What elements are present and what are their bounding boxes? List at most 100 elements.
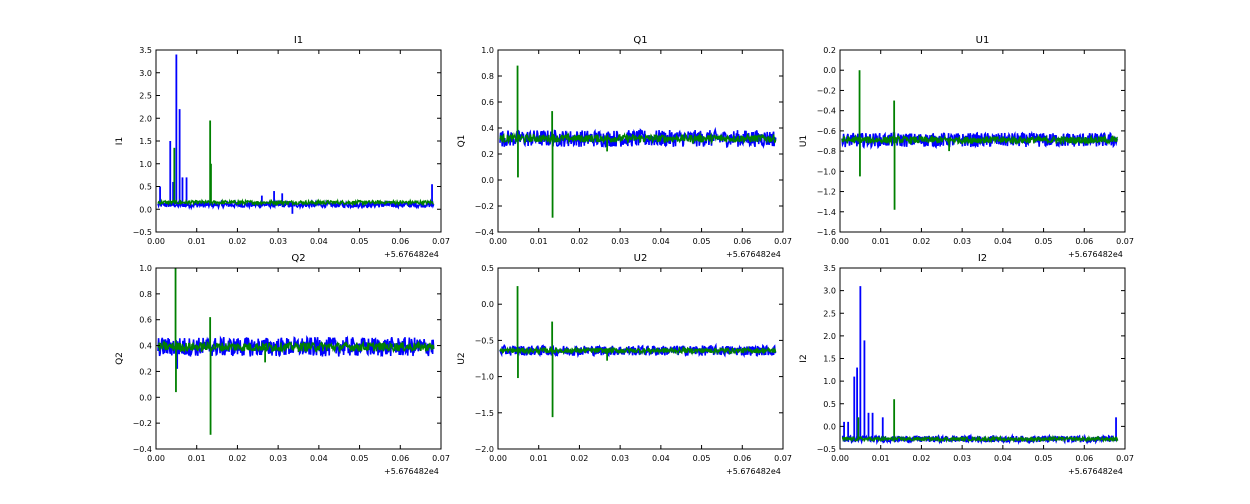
series-group (841, 70, 1119, 210)
subplot-title: Q1 (633, 35, 647, 46)
x-tick-label: 0.05 (351, 237, 369, 246)
x-tick-label: 0.04 (994, 237, 1012, 246)
x-tick-label: 0.05 (351, 454, 369, 463)
series-line-2 (499, 132, 777, 145)
x-offset-label: +5.676482e4 (1068, 467, 1123, 476)
y-tick-label: −0.5 (133, 228, 152, 237)
y-tick-label: 1.0 (139, 264, 152, 273)
x-tick-label: 0.01 (530, 454, 548, 463)
y-tick-label: −0.5 (817, 445, 836, 454)
x-tick-label: 0.07 (774, 237, 792, 246)
x-tick-label: 0.00 (147, 454, 165, 463)
series-line-1 (499, 342, 777, 359)
y-tick-label: −0.2 (817, 86, 836, 95)
x-tick-label: 0.07 (1116, 237, 1134, 246)
y-tick-label: 0.4 (481, 124, 494, 133)
y-tick-label: −1.6 (817, 228, 836, 237)
y-tick-label: −0.8 (817, 147, 836, 156)
y-tick-label: −0.2 (475, 202, 494, 211)
y-tick-label: 3.5 (139, 46, 152, 55)
x-tick-label: 0.03 (269, 237, 287, 246)
x-tick-label: 0.02 (229, 454, 247, 463)
x-tick-label: 0.02 (913, 237, 931, 246)
y-tick-label: 1.0 (481, 46, 494, 55)
series-group (157, 268, 435, 435)
y-tick-label: −0.4 (817, 107, 836, 116)
y-tick-label: 2.5 (823, 309, 836, 318)
y-tick-label: −0.5 (475, 336, 494, 345)
x-tick-label: 0.07 (1116, 454, 1134, 463)
y-axis-label: U1 (799, 135, 809, 147)
x-offset-label: +5.676482e4 (726, 250, 781, 259)
y-tick-label: −1.4 (817, 208, 836, 217)
x-tick-label: 0.02 (571, 237, 589, 246)
x-tick-label: 0.01 (872, 454, 890, 463)
subplot-q1: 0.00 0.01 0.02 0.03 0.04 0.05 0.06 0.07 −0.4 −0.2… (457, 35, 792, 259)
axes-frame (155, 267, 442, 450)
series-line-2 (841, 434, 1119, 444)
x-offset-label: +5.676482e4 (384, 467, 439, 476)
x-tick-label: 0.02 (571, 454, 589, 463)
x-tick-label: 0.01 (188, 237, 206, 246)
subplot-q2: 0.00 0.01 0.02 0.03 0.04 0.05 0.06 0.07 −0.4 −0.2… (115, 253, 450, 476)
x-offset-label: +5.676482e4 (384, 250, 439, 259)
x-offset-label: +5.676482e4 (726, 467, 781, 476)
x-tick-label: 0.02 (229, 237, 247, 246)
y-tick-label: −1.5 (475, 409, 494, 418)
x-tick-label: 0.07 (432, 237, 450, 246)
x-tick-label: 0.07 (774, 454, 792, 463)
x-tick-label: 0.05 (693, 237, 711, 246)
y-tick-label: −0.4 (475, 228, 494, 237)
series-line-2 (499, 345, 777, 356)
y-axis-label: I2 (799, 354, 809, 362)
y-tick-label: 0.0 (139, 393, 152, 402)
y-axis-label: I1 (115, 137, 125, 145)
x-tick-label: 0.06 (1075, 454, 1093, 463)
y-tick-label: 1.5 (823, 355, 836, 364)
y-tick-label: −1.0 (475, 373, 494, 382)
y-tick-label: −1.2 (817, 188, 836, 197)
y-tick-label: 0.5 (823, 400, 836, 409)
series-group (499, 65, 777, 218)
series-group (841, 286, 1119, 446)
y-tick-label: 0.2 (481, 150, 494, 159)
y-tick-label: 0.5 (481, 264, 494, 273)
x-tick-label: 0.04 (310, 454, 328, 463)
x-tick-label: 0.03 (611, 237, 629, 246)
y-tick-label: 0.5 (139, 183, 152, 192)
series-group (157, 54, 435, 214)
x-tick-label: 0.06 (391, 237, 409, 246)
series-line-2 (157, 198, 434, 207)
x-tick-label: 0.03 (269, 454, 287, 463)
y-tick-label: 3.5 (823, 264, 836, 273)
axes-frame (497, 49, 784, 233)
x-tick-label: 0.03 (611, 454, 629, 463)
x-tick-label: 0.06 (1075, 237, 1093, 246)
y-tick-label: 0.0 (823, 422, 836, 431)
y-tick-label: 0.2 (823, 46, 836, 55)
subplot-u2: 0.00 0.01 0.02 0.03 0.04 0.05 0.06 0.07 −2.0 −1.5… (457, 253, 792, 476)
x-tick-label: 0.03 (953, 454, 971, 463)
subplot-u1: 0.00 0.01 0.02 0.03 0.04 0.05 0.06 0.07 −1.6 −1.4… (799, 35, 1134, 259)
x-tick-label: 0.04 (652, 237, 670, 246)
axes-frame (839, 49, 1126, 233)
y-tick-label: 0.0 (823, 66, 836, 75)
y-tick-label: 1.0 (139, 160, 152, 169)
x-tick-label: 0.02 (913, 454, 931, 463)
subplot-i2: 0.00 0.01 0.02 0.03 0.04 0.05 0.06 0.07 −0.5 0.0 0… (799, 253, 1134, 476)
x-tick-label: 0.04 (994, 454, 1012, 463)
y-tick-label: 0.6 (139, 316, 152, 325)
y-tick-label: −1.0 (817, 167, 836, 176)
subplot-title: Q2 (291, 253, 305, 264)
subplot-title: I2 (978, 253, 987, 264)
series-line-2 (157, 340, 435, 354)
x-tick-label: 0.00 (489, 454, 507, 463)
x-tick-label: 0.03 (953, 237, 971, 246)
x-tick-label: 0.01 (188, 454, 206, 463)
y-axis-label: U2 (457, 352, 467, 364)
x-tick-label: 0.06 (733, 237, 751, 246)
y-tick-label: 2.0 (823, 332, 836, 341)
subplot-title: U2 (634, 253, 648, 264)
